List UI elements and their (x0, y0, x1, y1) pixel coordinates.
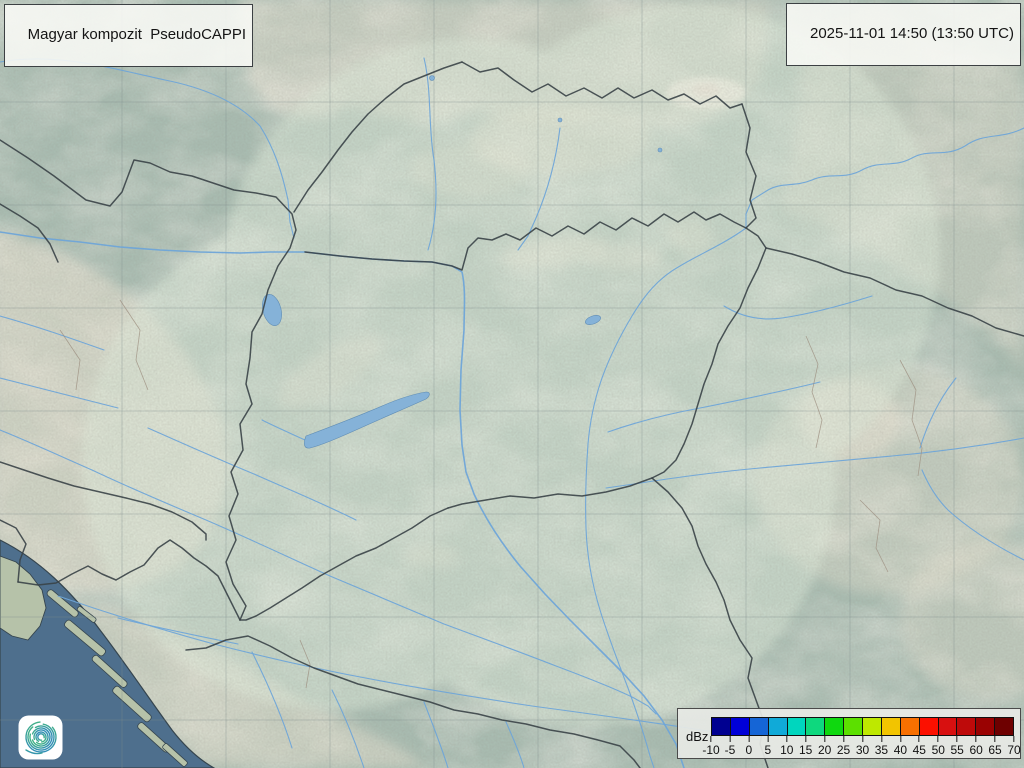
border-sk-ua (741, 103, 757, 229)
legend-tick: 50 (932, 736, 945, 757)
szamos-river (723, 295, 873, 320)
legend-tick: 35 (875, 736, 888, 757)
border-hu-rs (447, 477, 653, 509)
border-hu-sk (304, 211, 747, 271)
legend-tick: 60 (969, 736, 983, 757)
legend-colorbar (711, 717, 1014, 736)
legend-color-cell (787, 718, 807, 735)
legend-color-cell (712, 718, 731, 735)
legend-unit-label: dBz (686, 729, 709, 744)
border-hu-ro (651, 247, 767, 479)
legend-color-cell (806, 718, 826, 735)
legend-tick: 65 (988, 736, 1002, 757)
legend-tick: -5 (725, 736, 735, 757)
adriatic-islands (46, 589, 188, 767)
lakes (262, 75, 663, 449)
drava-river (91, 469, 657, 715)
spiral-swirl-logo-icon (18, 715, 63, 760)
legend-color-cell (844, 718, 863, 735)
legend-tick: 20 (818, 736, 831, 757)
timestamp: 2025-11-01 14:50 (13:50 UTC) (809, 25, 1014, 42)
vah-river (423, 57, 437, 251)
dbz-legend: dBz -10 -5 0 5 10 15 20 25 30 35 40 45 50 55 60 65 70 (677, 708, 1021, 759)
hungaromet-logo (18, 715, 63, 760)
legend-color-cell (976, 718, 996, 735)
legend-color-cell (749, 718, 769, 735)
border-hr-bih (185, 635, 641, 768)
border-at-slo (0, 461, 207, 541)
product-title: Magyar kompozit PseudoCAPPI (27, 26, 247, 43)
legend-color-cell (863, 718, 882, 735)
product-title-box: Magyar kompozit PseudoCAPPI (4, 4, 254, 67)
timestamp-box: 2025-11-01 14:50 (13:50 UTC) (786, 3, 1021, 66)
border-ua-ro (765, 247, 1024, 337)
legend-ticks: -10 -5 0 5 10 15 20 25 30 35 40 45 50 55 60 65 70 (702, 736, 1021, 758)
istria-peninsula (0, 555, 47, 641)
koros-river (607, 381, 821, 433)
lake-ferto (262, 294, 282, 326)
legend-tick: -10 (702, 736, 720, 757)
border-hu-ua (745, 227, 767, 249)
rivers (0, 57, 1024, 768)
mura-river (147, 427, 357, 521)
legend-color-cell (881, 718, 901, 735)
tisza-river (585, 227, 747, 768)
border-sk-pl (461, 61, 743, 109)
legend-tick: 25 (837, 736, 850, 757)
lake-tisza (585, 315, 601, 325)
legend-color-cell (730, 718, 750, 735)
legend-tick: 55 (951, 736, 964, 757)
legend-color-cell (768, 718, 788, 735)
border-slo-hr (17, 539, 241, 621)
border-it-slo (0, 519, 27, 583)
legend-color-cell (900, 718, 920, 735)
legend-color-cell (919, 718, 939, 735)
border-cz-at-hu-west (0, 139, 297, 621)
legend-tick: 30 (856, 736, 869, 757)
legend-tick: 70 (1007, 736, 1021, 757)
legend-tick: 5 (764, 736, 771, 757)
legend-tick: 0 (746, 736, 752, 757)
hron-river (517, 127, 561, 251)
legend-tick: 15 (799, 736, 812, 757)
legend-color-cell (957, 718, 977, 735)
border-hu-hr (239, 507, 449, 621)
border-cz-sk (293, 61, 463, 213)
legend-tick: 10 (780, 736, 793, 757)
regional-borders (59, 299, 923, 689)
legend-color-cell (825, 718, 845, 735)
mures-river (605, 437, 1024, 489)
tisza-river-upper (745, 127, 1024, 229)
legend-tick: 40 (894, 736, 907, 757)
legend-tick: 45 (913, 736, 926, 757)
country-borders (0, 61, 1024, 768)
legend-color-cell (938, 718, 958, 735)
lake-balaton (304, 391, 430, 449)
legend-color-cell (995, 718, 1013, 735)
